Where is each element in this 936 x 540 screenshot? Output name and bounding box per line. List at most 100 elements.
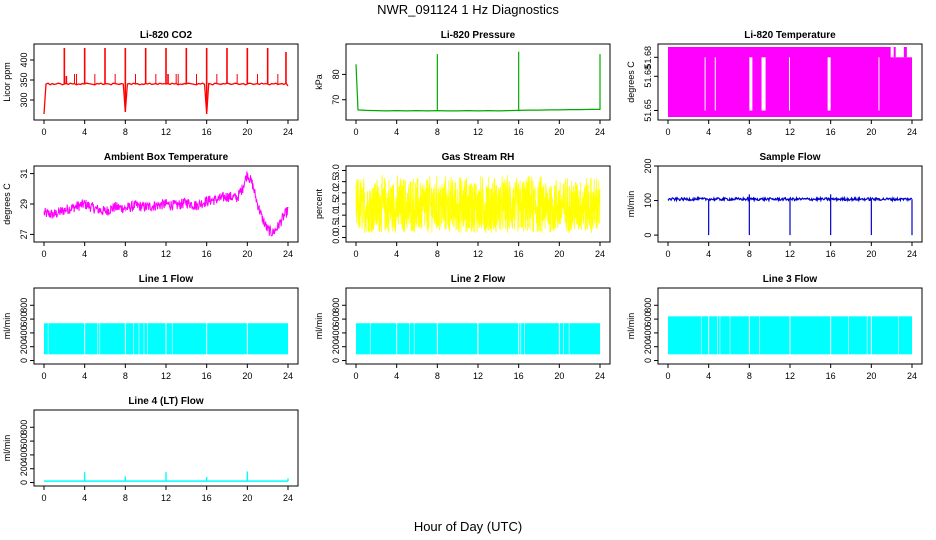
y-tick-label: 0 (643, 358, 653, 363)
x-tick-label: 4 (706, 371, 711, 381)
y-tick-label: 800 (331, 298, 341, 313)
panel-1: Li-820 CO2 0 4 8 12 16 20 24 300 350 400 Licor ppm (2, 30, 299, 137)
x-axis-label: Hour of Day (UTC) (414, 519, 522, 534)
x-tick-label: 0 (41, 371, 46, 381)
band-gap (827, 57, 831, 111)
y-tick-label: 1.5 (331, 198, 341, 211)
y-tick-label: 51.65 (643, 99, 653, 122)
x-tick-label: 4 (706, 249, 711, 259)
x-tick-label: 0 (41, 249, 46, 259)
x-tick-label: 4 (706, 127, 711, 137)
x-tick-label: 8 (747, 127, 752, 137)
x-tick-label: 24 (283, 127, 293, 137)
panel-title: Gas Stream RH (442, 152, 515, 163)
x-tick-label: 24 (907, 249, 917, 259)
panel-4: Ambient Box Temperature 0 4 8 12 16 20 24 27 29 31… (2, 152, 299, 259)
x-tick-label: 0 (353, 371, 358, 381)
y-tick-label: 1.0 (331, 209, 341, 222)
panel-title: Line 3 Flow (763, 274, 818, 285)
x-tick-label: 12 (161, 249, 171, 259)
x-tick-label: 12 (473, 371, 483, 381)
x-tick-label: 24 (595, 127, 605, 137)
x-tick-label: 8 (747, 249, 752, 259)
x-tick-label: 20 (242, 493, 252, 503)
y-axis-label: ml/min (314, 313, 324, 340)
x-tick-label: 12 (785, 249, 795, 259)
y-tick-label: 400 (19, 325, 29, 340)
band-gap (704, 57, 706, 111)
panel-title: Line 4 (LT) Flow (128, 396, 204, 407)
band-strip (893, 47, 896, 58)
y-tick-label: 350 (19, 72, 29, 87)
x-tick-label: 4 (82, 493, 87, 503)
panel-5: Gas Stream RH 0 4 8 12 16 20 24 0.00.51.01.52.02… (314, 152, 611, 259)
y-axis-label: kPa (314, 74, 324, 90)
x-tick-label: 8 (123, 249, 128, 259)
band-gap (761, 57, 766, 111)
band-gap (878, 57, 880, 111)
x-tick-label: 8 (123, 371, 128, 381)
x-tick-label: 16 (826, 249, 836, 259)
y-tick-label: 2.0 (331, 187, 341, 200)
y-tick-label: 27 (19, 229, 29, 239)
series-line (355, 64, 600, 112)
x-tick-label: 0 (41, 493, 46, 503)
x-tick-label: 20 (242, 249, 252, 259)
x-tick-label: 24 (283, 371, 293, 381)
x-tick-label: 20 (866, 371, 876, 381)
x-tick-label: 8 (435, 249, 440, 259)
y-tick-label: 800 (643, 298, 653, 313)
x-tick-label: 4 (394, 371, 399, 381)
series-line (43, 171, 289, 237)
band-gap (788, 57, 790, 111)
x-tick-label: 4 (394, 127, 399, 137)
y-tick-label: 29 (19, 199, 29, 209)
y-tick-label: 51.68 (643, 46, 653, 69)
y-tick-label: 200 (19, 461, 29, 476)
x-tick-label: 8 (123, 127, 128, 137)
y-axis-label: ml/min (2, 313, 12, 340)
panel-title: Li-820 Temperature (744, 30, 836, 41)
x-tick-label: 16 (514, 127, 524, 137)
panel-3: Li-820 Temperature 0 4 8 12 16 20 24 51.65 51.685… (626, 30, 923, 137)
figure-title: NWR_091124 1 Hz Diagnostics (377, 2, 559, 17)
y-tick-label: 0 (331, 358, 341, 363)
x-tick-label: 24 (907, 127, 917, 137)
band-gap (890, 47, 912, 58)
y-axis-label: degrees C (2, 183, 12, 225)
y-tick-label: 0 (19, 480, 29, 485)
y-tick-label: 51.68 (643, 65, 653, 88)
y-tick-label: 100 (643, 193, 653, 208)
x-tick-label: 8 (435, 371, 440, 381)
x-tick-label: 4 (82, 127, 87, 137)
y-tick-label: 400 (19, 447, 29, 462)
x-tick-label: 16 (514, 249, 524, 259)
y-tick-label: 31 (19, 169, 29, 179)
x-tick-label: 24 (907, 371, 917, 381)
y-tick-label: 200 (643, 158, 653, 173)
y-tick-label: 800 (19, 298, 29, 313)
y-tick-label: 80 (331, 69, 341, 79)
y-tick-label: 70 (331, 95, 341, 105)
x-tick-label: 0 (353, 127, 358, 137)
x-tick-label: 12 (161, 127, 171, 137)
x-tick-label: 16 (826, 127, 836, 137)
x-tick-label: 0 (665, 249, 670, 259)
y-tick-label: 400 (331, 325, 341, 340)
y-axis-label: ml/min (626, 313, 636, 340)
y-axis-label: Licor ppm (2, 62, 12, 102)
panel-title: Line 1 Flow (139, 274, 194, 285)
x-tick-label: 0 (665, 127, 670, 137)
y-axis-label: ml/min (2, 435, 12, 462)
x-tick-label: 20 (866, 249, 876, 259)
x-tick-label: 0 (665, 371, 670, 381)
x-tick-label: 24 (283, 493, 293, 503)
panel-title: Li-820 CO2 (140, 30, 193, 41)
y-tick-label: 2.5 (331, 175, 341, 188)
x-tick-label: 16 (826, 371, 836, 381)
panel-title: Li-820 Pressure (441, 30, 516, 41)
y-tick-label: 200 (331, 339, 341, 354)
